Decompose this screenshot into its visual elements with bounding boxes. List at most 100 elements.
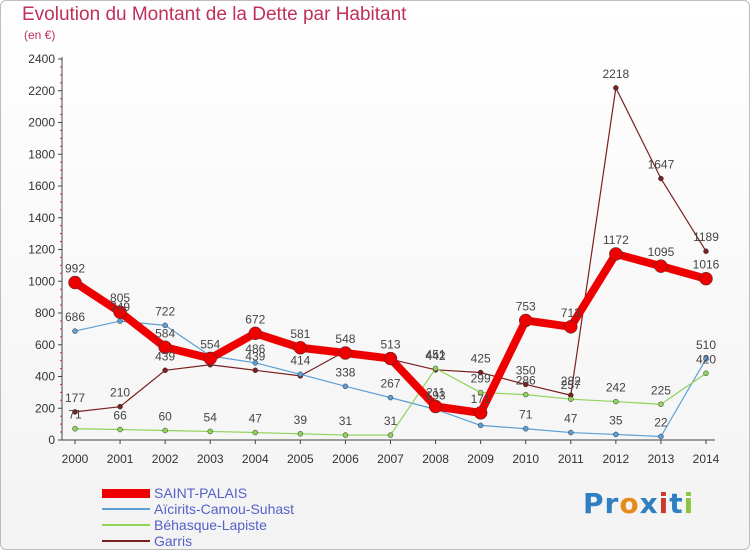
data-point <box>428 399 443 414</box>
data-point <box>568 429 574 436</box>
data-label: 713 <box>561 306 581 320</box>
data-point <box>477 422 484 429</box>
data-label: 282 <box>561 374 581 388</box>
data-point <box>342 432 349 438</box>
y-tick-label: 1800 <box>28 147 55 161</box>
data-point <box>658 401 664 408</box>
data-label: 420 <box>696 352 716 366</box>
x-tick-label: 2011 <box>558 452 584 466</box>
data-label: 722 <box>155 304 175 318</box>
logo-letter: r <box>604 487 620 520</box>
x-tick-label: 2001 <box>107 452 134 466</box>
x-tick-label: 2013 <box>648 452 675 466</box>
logo-letter: i <box>658 487 670 520</box>
data-label: 71 <box>519 408 533 422</box>
data-label: 2218 <box>603 67 630 81</box>
data-point <box>564 320 578 334</box>
data-point <box>613 85 619 91</box>
data-label: 686 <box>65 310 85 324</box>
y-tick-label: 2400 <box>28 52 55 66</box>
data-label: 60 <box>158 409 172 423</box>
legend-swatch <box>102 540 150 542</box>
data-point <box>568 396 574 402</box>
data-label: 992 <box>65 262 85 276</box>
data-point <box>248 326 263 341</box>
data-point <box>703 356 709 362</box>
legend-item: Béhasque-Lapiste <box>102 517 402 533</box>
data-label: 805 <box>110 291 130 305</box>
data-point <box>654 259 668 273</box>
data-label: 548 <box>335 332 355 346</box>
data-point <box>117 403 123 410</box>
data-label: 584 <box>155 326 175 340</box>
data-point <box>432 365 439 372</box>
legend-label: Béhasque-Lapiste <box>154 517 267 533</box>
logo-letter: o <box>619 487 640 520</box>
y-tick-label: 2200 <box>28 84 55 98</box>
logo-letter: P <box>583 487 605 520</box>
data-point <box>293 341 308 355</box>
data-point <box>72 409 78 415</box>
logo-letter: i <box>683 487 695 520</box>
data-point <box>699 271 713 286</box>
data-point <box>207 428 213 435</box>
data-label: 225 <box>651 383 671 397</box>
y-tick-label: 1200 <box>28 243 55 257</box>
data-label: 338 <box>335 365 355 379</box>
x-tick-label: 2010 <box>512 452 539 466</box>
legend-swatch <box>102 488 150 498</box>
x-tick-label: 2005 <box>287 452 314 466</box>
y-tick-label: 1000 <box>28 274 55 288</box>
x-tick-label: 2009 <box>467 452 494 466</box>
y-tick-label: 800 <box>35 306 55 320</box>
data-label: 47 <box>249 412 263 426</box>
data-label: 554 <box>200 337 220 351</box>
x-tick-label: 2008 <box>422 452 449 466</box>
data-label: 193 <box>426 388 446 402</box>
data-label: 439 <box>245 349 265 363</box>
data-point <box>117 318 123 324</box>
data-point <box>162 322 168 329</box>
data-label: 442 <box>426 349 446 363</box>
y-tick-label: 0 <box>48 433 55 447</box>
y-tick-label: 2000 <box>28 116 55 130</box>
x-tick-label: 2012 <box>603 452 630 466</box>
data-point <box>297 371 304 378</box>
data-label: 749 <box>110 300 130 314</box>
data-label: 486 <box>245 342 265 356</box>
y-tick-label: 400 <box>35 370 55 384</box>
data-label: 451 <box>426 347 446 361</box>
chart-title: Evolution du Montant de la Dette par Hab… <box>22 4 407 25</box>
data-label: 66 <box>113 409 127 423</box>
data-point <box>113 305 127 319</box>
data-label: 177 <box>65 391 85 405</box>
legend-item: Garris <box>102 533 402 549</box>
data-label: 171 <box>471 392 491 406</box>
data-point <box>383 351 398 366</box>
data-label: 210 <box>110 386 130 400</box>
data-label: 513 <box>380 338 400 352</box>
data-point <box>158 340 172 355</box>
y-tick-label: 1600 <box>28 179 55 193</box>
data-point <box>477 369 484 376</box>
data-label: 1647 <box>648 158 675 172</box>
chart-subtitle: (en €) <box>24 28 56 42</box>
logo-letter: x <box>639 487 659 520</box>
x-tick-label: 2007 <box>377 452 404 466</box>
data-point <box>162 367 168 374</box>
data-point <box>703 248 709 254</box>
data-point <box>473 406 488 420</box>
data-label: 1095 <box>648 245 675 259</box>
legend-label: Garris <box>154 533 193 549</box>
data-point <box>658 175 664 182</box>
data-point <box>252 429 259 436</box>
data-label: 581 <box>290 327 310 341</box>
data-point <box>162 427 168 434</box>
legend-swatch <box>102 508 150 510</box>
data-label: 672 <box>245 312 265 326</box>
data-label: 242 <box>606 381 626 395</box>
legend-swatch <box>102 524 150 526</box>
data-point <box>613 398 619 405</box>
